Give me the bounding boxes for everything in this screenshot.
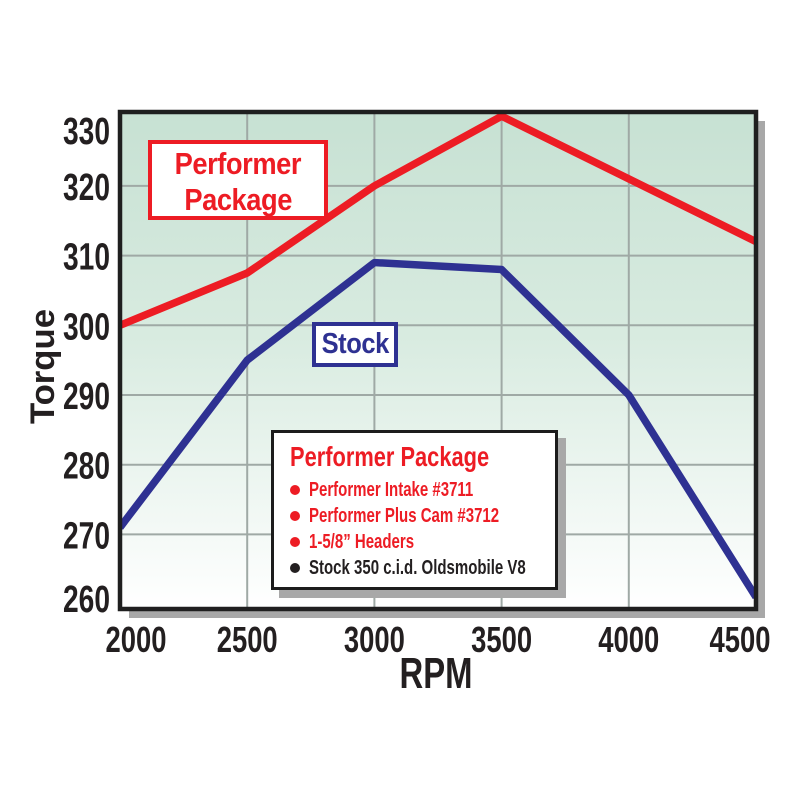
bullet-icon bbox=[290, 563, 300, 573]
y-axis-tick-label: 330 bbox=[63, 111, 110, 153]
performer-package-line bbox=[120, 112, 756, 329]
spec-item: Stock 350 c.i.d. Oldsmobile V8 bbox=[290, 555, 555, 581]
performer-package-spec-box: Performer Package Performer Intake #3711… bbox=[271, 430, 558, 590]
spec-item: Performer Plus Cam #3712 bbox=[290, 503, 555, 529]
x-axis-tick-label: 2500 bbox=[217, 619, 278, 660]
y-axis-tick-label: 270 bbox=[63, 515, 110, 557]
stock-line bbox=[120, 258, 756, 600]
spec-item-label: Stock 350 c.i.d. Oldsmobile V8 bbox=[309, 556, 526, 579]
spec-item: Performer Intake #3711 bbox=[290, 477, 555, 503]
x-axis-tick-label: 2000 bbox=[106, 619, 167, 660]
plot-border bbox=[117, 109, 759, 612]
y-axis-tick-label: 320 bbox=[63, 167, 110, 209]
spec-item-label: 1-5/8” Headers bbox=[309, 530, 415, 553]
x-axis-tick-label: 3500 bbox=[471, 619, 532, 660]
spec-box-items: Performer Intake #3711 Performer Plus Cam… bbox=[290, 477, 555, 581]
x-axis-tick-label: 4000 bbox=[598, 619, 659, 660]
y-axis-tick-label: 290 bbox=[63, 376, 110, 418]
y-axis-title: Torque bbox=[24, 309, 62, 424]
x-axis-tick-label: 3000 bbox=[344, 619, 405, 660]
y-axis-tick-label: 300 bbox=[63, 306, 110, 348]
bullet-icon bbox=[290, 485, 300, 495]
spec-item: 1-5/8” Headers bbox=[290, 529, 555, 555]
y-axis-tick-label: 310 bbox=[63, 237, 110, 279]
x-axis-tick-label: 4500 bbox=[710, 619, 771, 660]
performer-package-callout-line2: Package bbox=[184, 182, 292, 217]
stock-callout: Stock bbox=[312, 322, 398, 367]
x-axis-title: RPM bbox=[400, 649, 473, 698]
spec-item-label: Performer Plus Cam #3712 bbox=[309, 504, 500, 527]
performer-package-callout: Performer Package bbox=[148, 140, 328, 220]
spec-item-label: Performer Intake #3711 bbox=[309, 478, 474, 501]
bullet-icon bbox=[290, 511, 300, 521]
performer-package-callout-line1: Performer bbox=[174, 146, 302, 181]
y-axis-tick-label: 260 bbox=[63, 579, 110, 621]
bullet-icon bbox=[290, 537, 300, 547]
spec-box-title: Performer Package bbox=[290, 441, 490, 472]
y-axis-tick-label: 280 bbox=[63, 446, 110, 488]
stock-callout-label: Stock bbox=[321, 328, 389, 360]
